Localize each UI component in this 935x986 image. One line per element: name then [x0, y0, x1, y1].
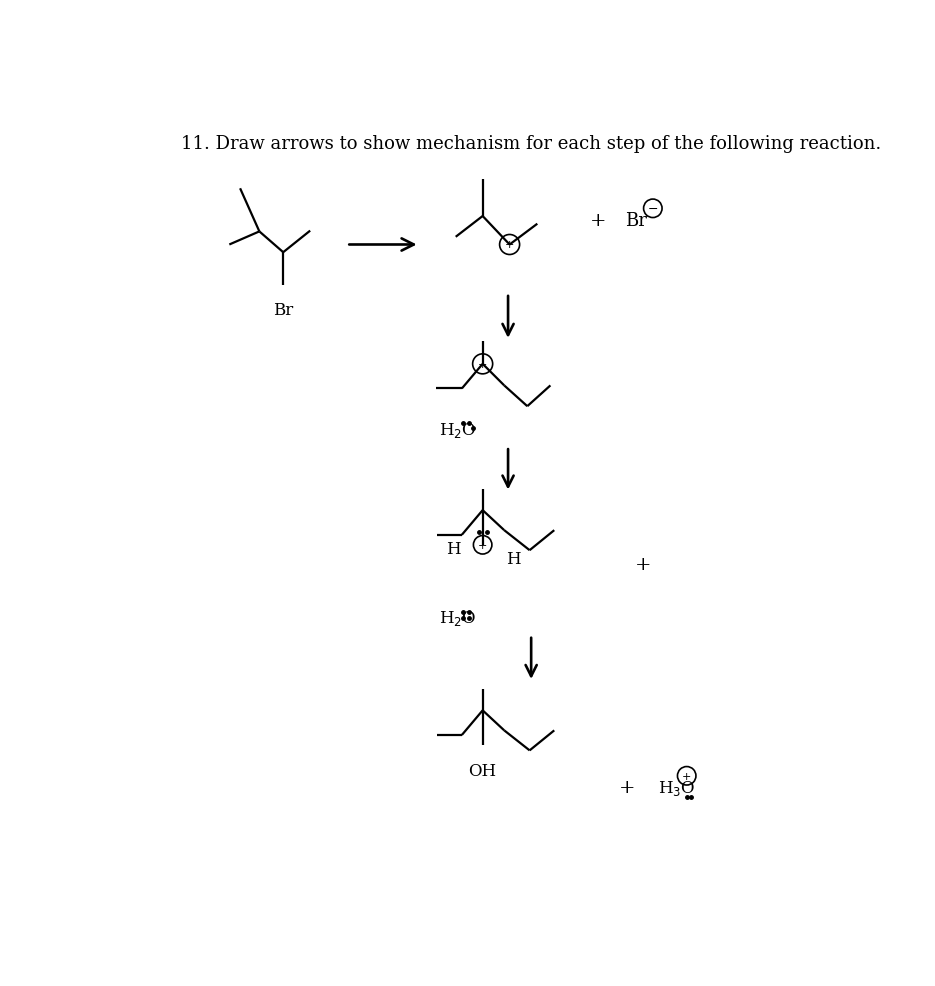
Text: +: + [682, 771, 691, 781]
Text: +: + [619, 779, 636, 797]
Text: H$_3$O: H$_3$O [658, 778, 696, 797]
Text: H: H [446, 540, 461, 557]
Text: +: + [478, 540, 487, 550]
Text: Br: Br [273, 302, 294, 318]
Text: +: + [635, 555, 651, 574]
Text: +: + [505, 241, 514, 250]
Text: +: + [590, 212, 607, 230]
Text: H: H [506, 550, 521, 568]
Text: 11. Draw arrows to show mechanism for each step of the following reaction.: 11. Draw arrows to show mechanism for ea… [180, 135, 881, 153]
Text: +: + [478, 360, 487, 370]
Text: Br: Br [626, 212, 647, 230]
Text: OH: OH [468, 762, 496, 779]
Text: −: − [648, 202, 658, 216]
Text: H$_2$O: H$_2$O [439, 608, 476, 628]
Text: H$_2$O: H$_2$O [439, 420, 476, 440]
